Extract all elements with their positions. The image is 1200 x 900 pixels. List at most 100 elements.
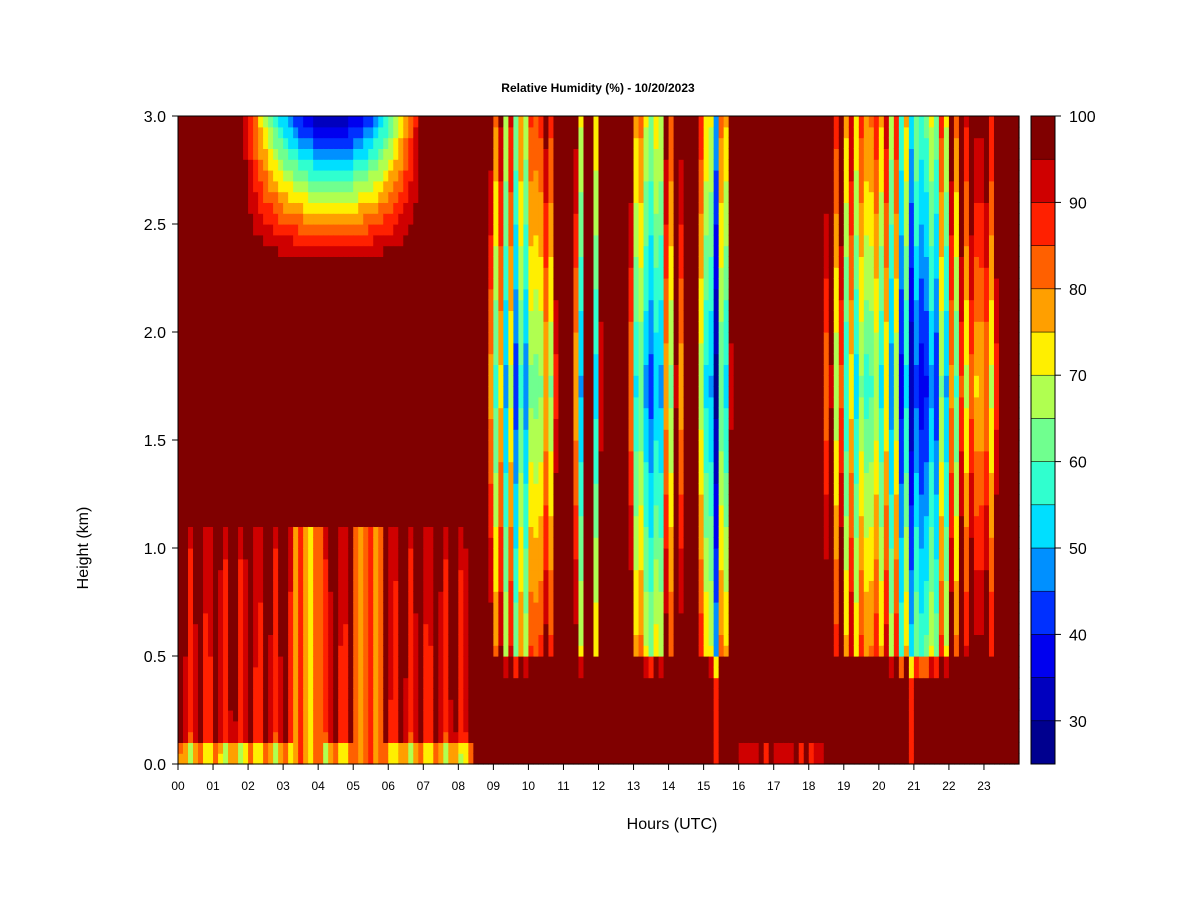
heatmap-cell xyxy=(313,656,319,668)
heatmap-cell xyxy=(313,483,319,495)
heatmap-cell xyxy=(348,494,354,506)
heatmap-cell xyxy=(543,688,550,700)
heatmap-cell xyxy=(523,396,530,409)
heatmap-cell xyxy=(568,267,575,279)
chart-title: Relative Humidity (%) - 10/20/2023 xyxy=(501,81,695,95)
heatmap-cell xyxy=(243,483,249,495)
heatmap-cell xyxy=(213,688,219,700)
heatmap-cell xyxy=(558,159,565,171)
heatmap-cell xyxy=(228,191,234,203)
heatmap-cell xyxy=(438,396,444,409)
heatmap-cell xyxy=(308,137,314,149)
heatmap-cell xyxy=(448,688,454,700)
heatmap-cell xyxy=(403,688,409,700)
heatmap-cell xyxy=(438,634,444,646)
heatmap-cell xyxy=(353,321,359,333)
heatmap-cell xyxy=(233,245,239,257)
heatmap-cell xyxy=(533,288,540,301)
heatmap-cell xyxy=(528,278,535,290)
heatmap-cell xyxy=(263,440,269,452)
heatmap-cell xyxy=(493,656,499,668)
heatmap-cell xyxy=(373,742,379,754)
heatmap-cell xyxy=(273,159,279,171)
heatmap-cell xyxy=(263,720,269,733)
heatmap-cell xyxy=(203,202,209,214)
heatmap-cell xyxy=(533,267,540,279)
heatmap-cell xyxy=(553,159,560,171)
heatmap-cell xyxy=(558,753,565,765)
heatmap-cell xyxy=(448,170,454,182)
heatmap-cell xyxy=(203,548,209,560)
heatmap-cell xyxy=(503,245,509,257)
heatmap-cell xyxy=(493,245,499,257)
heatmap-cell xyxy=(218,148,224,160)
heatmap-cell xyxy=(533,612,540,625)
heatmap-cell xyxy=(178,116,184,128)
heatmap-cell xyxy=(398,602,404,614)
heatmap-cell xyxy=(273,137,279,149)
heatmap-cell xyxy=(548,591,555,603)
heatmap-cell xyxy=(293,386,299,398)
heatmap-cell xyxy=(323,213,329,225)
heatmap-cell xyxy=(393,321,399,333)
heatmap-cell xyxy=(498,191,504,203)
heatmap-cell xyxy=(433,278,439,290)
heatmap-cell xyxy=(248,558,254,571)
heatmap-cell xyxy=(193,483,199,495)
heatmap-cell xyxy=(193,515,199,527)
heatmap-cell xyxy=(393,288,399,301)
heatmap-cell xyxy=(178,418,184,430)
heatmap-cell xyxy=(388,720,394,733)
heatmap-cell xyxy=(278,310,284,322)
heatmap-cell xyxy=(398,116,404,128)
heatmap-cell xyxy=(368,245,374,257)
heatmap-cell xyxy=(283,623,289,635)
heatmap-cell xyxy=(418,137,424,149)
heatmap-cell xyxy=(398,342,404,355)
heatmap-cell xyxy=(333,612,339,625)
heatmap-cell xyxy=(278,526,284,538)
heatmap-cell xyxy=(193,612,199,625)
heatmap-cell xyxy=(398,364,404,376)
heatmap-cell xyxy=(528,483,535,495)
heatmap-cell xyxy=(278,170,284,182)
heatmap-cell xyxy=(213,364,219,376)
heatmap-cell xyxy=(473,375,479,387)
heatmap-cell xyxy=(453,256,459,268)
heatmap-cell xyxy=(378,742,384,754)
heatmap-cell xyxy=(378,245,384,257)
heatmap-cell xyxy=(523,699,530,711)
heatmap-cell xyxy=(278,159,284,171)
heatmap-cell xyxy=(503,396,509,409)
heatmap-cell xyxy=(373,299,379,311)
heatmap-cell xyxy=(218,256,224,268)
heatmap-cell xyxy=(188,170,194,182)
heatmap-cell xyxy=(183,742,189,754)
heatmap-cell xyxy=(178,321,184,333)
heatmap-cell xyxy=(188,720,194,733)
heatmap-cell xyxy=(413,234,419,247)
heatmap-cell xyxy=(393,483,399,495)
heatmap-cell xyxy=(448,234,454,247)
heatmap-cell xyxy=(453,213,459,225)
heatmap-cell xyxy=(518,645,525,657)
heatmap-cell xyxy=(263,137,269,149)
heatmap-cell xyxy=(353,213,359,225)
heatmap-cell xyxy=(473,494,479,506)
heatmap-cell xyxy=(233,612,239,625)
heatmap-cell xyxy=(328,742,334,754)
heatmap-cell xyxy=(313,213,319,225)
heatmap-cell xyxy=(328,515,334,527)
heatmap-cell xyxy=(178,148,184,160)
heatmap-cell xyxy=(528,580,535,592)
heatmap-cell xyxy=(463,666,469,679)
heatmap-cell xyxy=(193,742,199,754)
heatmap-cell xyxy=(428,537,434,549)
heatmap-cell xyxy=(533,569,540,581)
heatmap-cell xyxy=(383,494,389,506)
heatmap-cell xyxy=(468,245,474,257)
heatmap-cell xyxy=(268,548,274,560)
heatmap-cell xyxy=(373,126,379,139)
heatmap-cell xyxy=(553,137,560,149)
heatmap-cell xyxy=(503,753,509,765)
